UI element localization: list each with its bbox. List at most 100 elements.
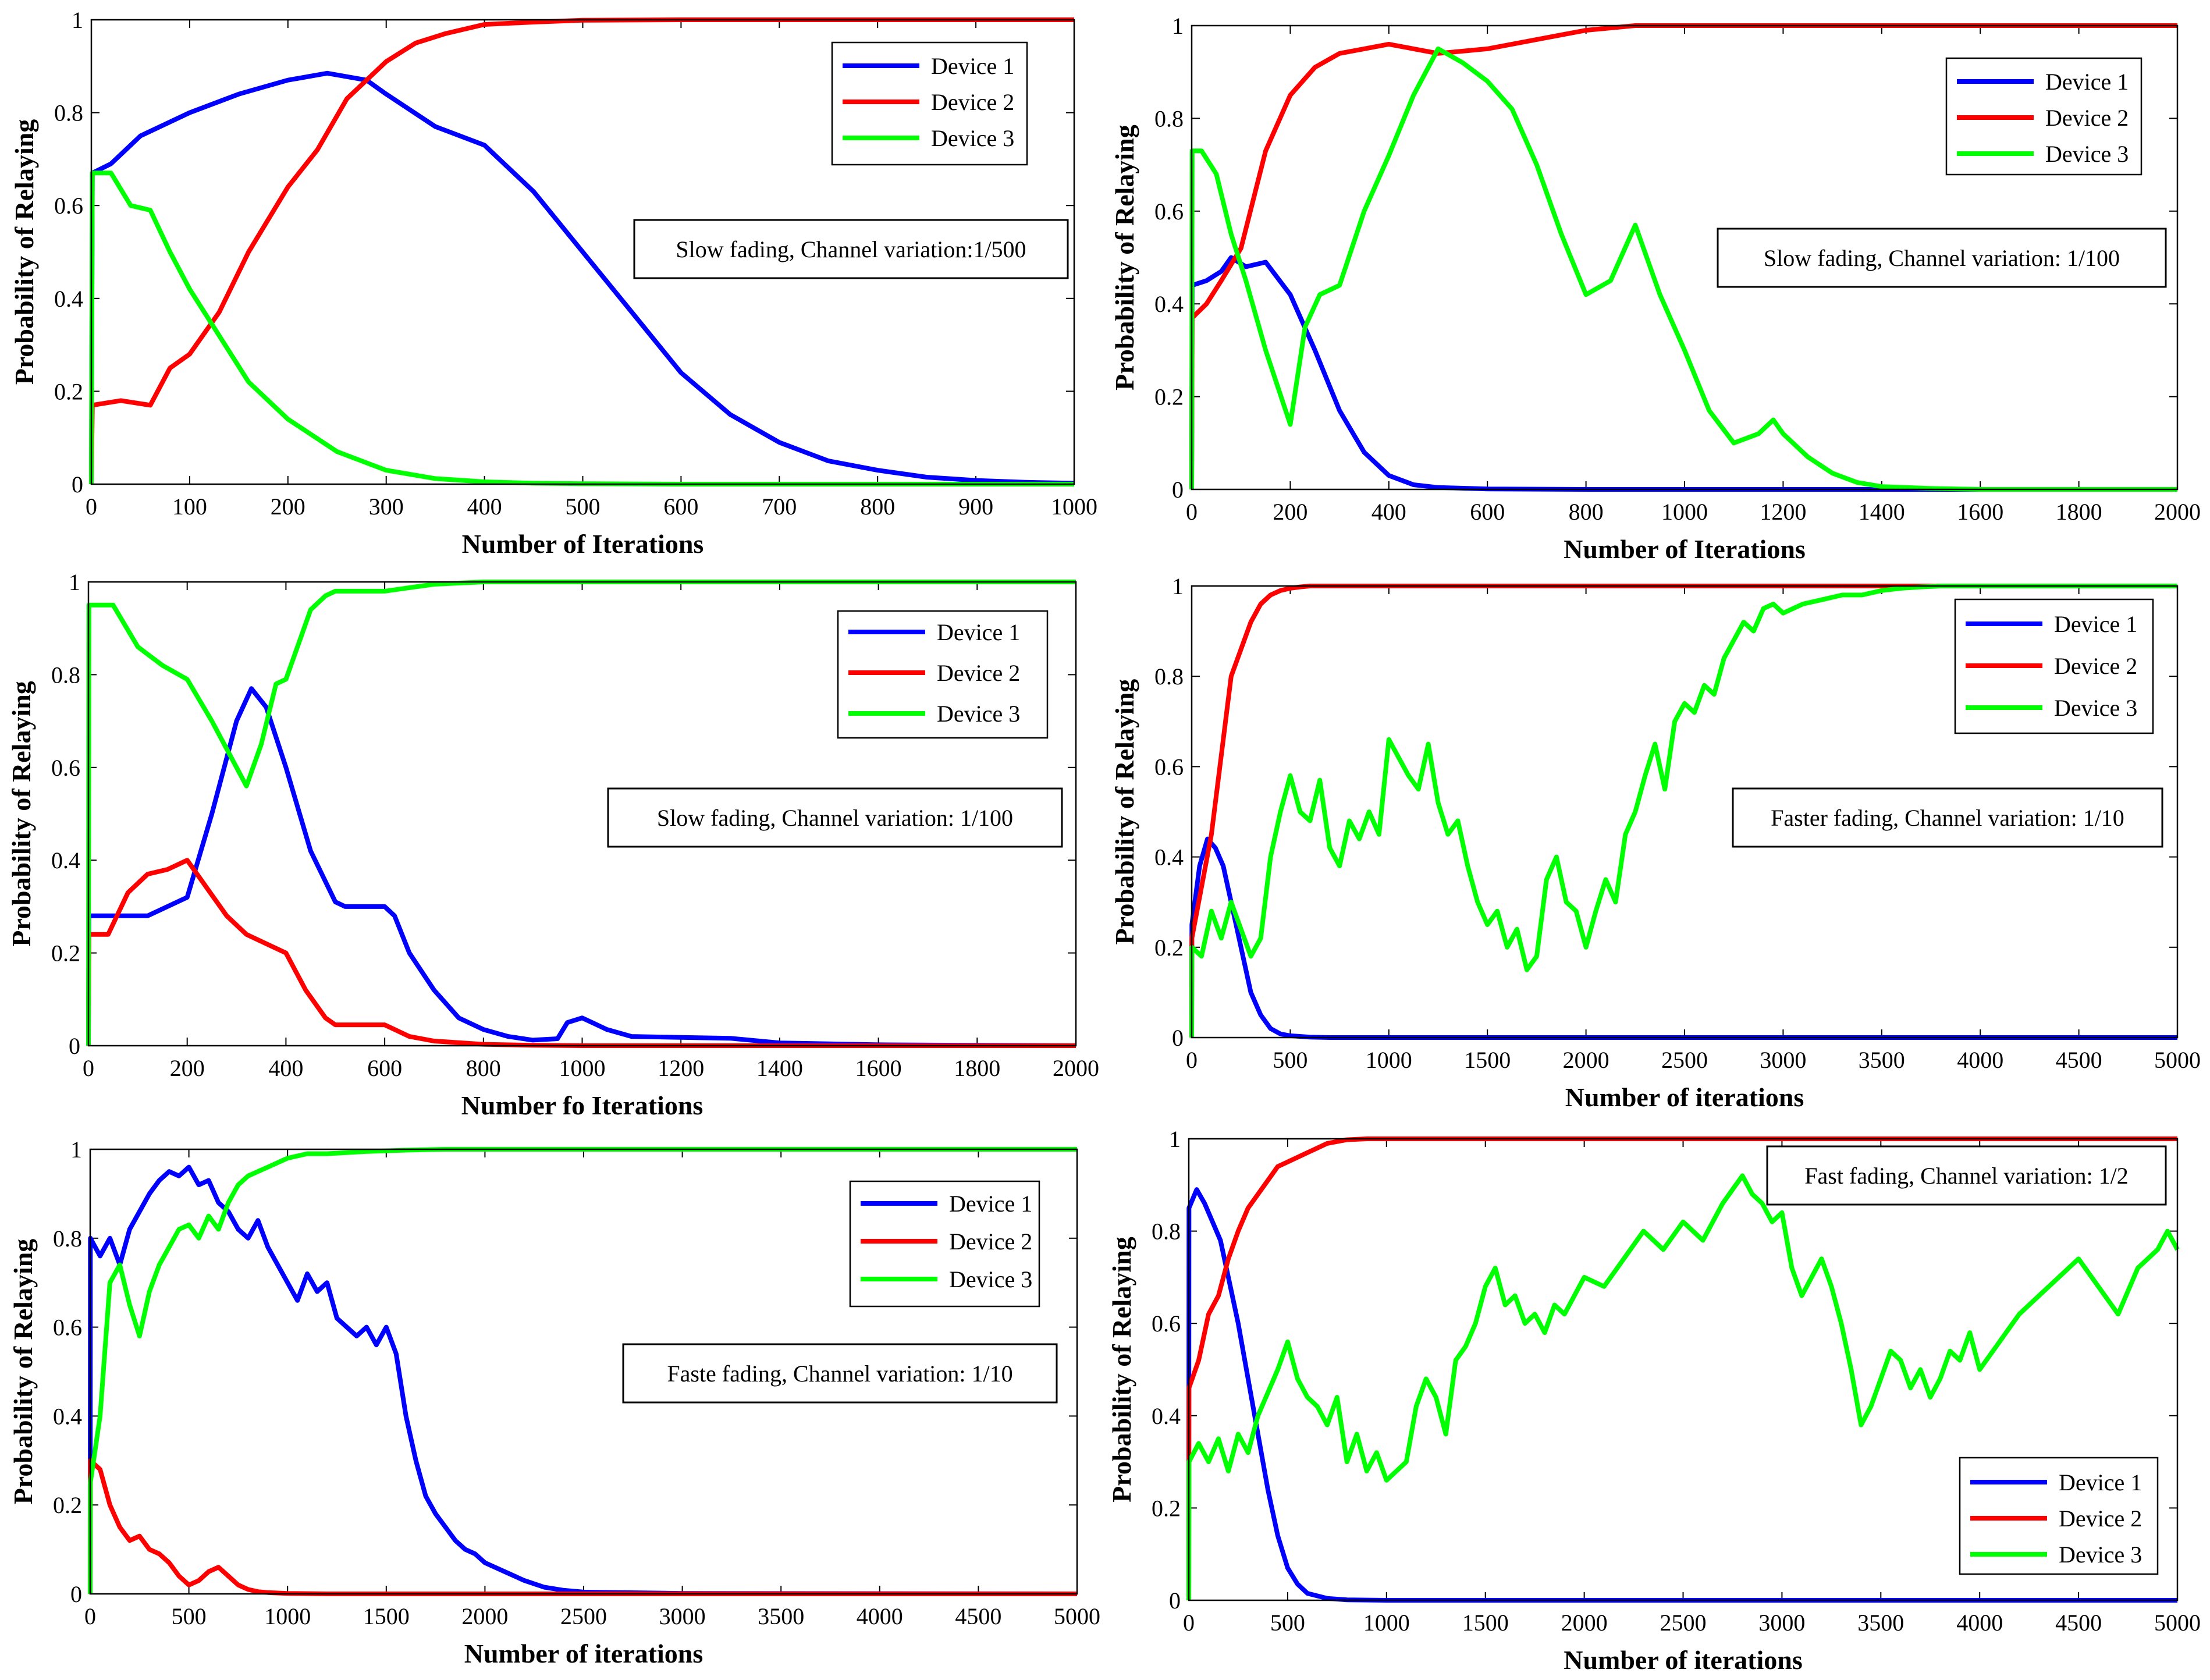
legend-label: Device 2	[2045, 105, 2129, 131]
x-tick-label: 500	[1273, 1047, 1307, 1073]
x-tick-label: 1500	[363, 1603, 410, 1629]
y-tick-label: 0.8	[1154, 663, 1184, 690]
x-tick-label: 1800	[2056, 499, 2102, 525]
y-tick-label: 0	[69, 1033, 80, 1059]
x-tick-label: 0	[1183, 1610, 1195, 1636]
axes-frame	[90, 19, 1075, 485]
x-tick-label: 4000	[1957, 1047, 2003, 1073]
x-tick-label: 400	[268, 1055, 303, 1081]
x-tick-label: 4500	[955, 1603, 1001, 1629]
x-tick-label: 0	[83, 1055, 94, 1081]
y-tick-label: 0.8	[54, 100, 83, 126]
x-axis-label: Number of iterations	[1564, 1645, 1803, 1675]
x-tick-label: 500	[566, 493, 601, 520]
y-tick-label: 0	[1172, 477, 1184, 503]
chart-panel-1: 0 0.2 0.4 0.6 0.8 1 0 100 200 300 400 500 600 700 800 9…	[9, 7, 1097, 559]
x-axis-label: Number of Iterations	[1564, 534, 1806, 564]
x-tick-label: 2000	[1563, 1047, 1609, 1073]
chart-panel-2: 0 0.2 0.4 0.6 0.8 1 0 200 400 600 800 1000 1200 1400 1…	[1110, 13, 2201, 564]
series-line-device-1	[89, 70, 1075, 486]
x-tick-label: 1600	[1957, 499, 2003, 525]
annotation-text: Faste fading, Channel variation: 1/10	[667, 1361, 1012, 1387]
x-tick-label: 1000	[1363, 1610, 1410, 1636]
x-tick-label: 5000	[2154, 1610, 2201, 1636]
x-axis-label: Number of iterations	[464, 1639, 703, 1668]
annotation-box	[622, 1343, 1058, 1404]
x-tick-label: 1600	[855, 1055, 902, 1081]
x-tick-label: 3000	[1758, 1610, 1805, 1636]
annotation-text: Slow fading, Channel variation: 1/100	[657, 805, 1013, 831]
y-tick-label: 0.4	[1154, 291, 1184, 317]
series-line-device-3	[1189, 584, 2177, 1038]
y-axis-label: Probability of Relaying	[1110, 125, 1139, 390]
y-tick-label: 1	[1169, 1126, 1181, 1152]
x-tick-label: 800	[1569, 499, 1604, 525]
x-tick-label: 200	[1273, 499, 1307, 525]
x-tick-label: 1000	[1661, 499, 1708, 525]
x-tick-label: 700	[762, 493, 797, 520]
x-tick-label: 4500	[2055, 1610, 2102, 1636]
annotation-box	[633, 219, 1069, 279]
x-tick-label: 3000	[1760, 1047, 1806, 1073]
y-tick-label: 0	[72, 471, 83, 498]
x-tick-label: 400	[467, 493, 502, 520]
legend-label: Device 2	[2059, 1505, 2142, 1532]
y-axis-label: Probability of Relaying	[6, 681, 36, 947]
x-tick-label: 1500	[1464, 1047, 1511, 1073]
x-tick-label: 400	[1372, 499, 1406, 525]
x-tick-label: 800	[466, 1055, 501, 1081]
annotation-text: Slow fading, Channel variation:1/500	[676, 236, 1026, 262]
y-tick-label: 0.8	[1154, 105, 1184, 132]
x-tick-label: 1000	[264, 1603, 311, 1629]
x-tick-label: 0	[84, 1603, 96, 1629]
x-tick-label: 1200	[658, 1055, 704, 1081]
x-tick-label: 2000	[461, 1603, 508, 1629]
y-tick-label: 1	[72, 7, 83, 33]
x-tick-label: 1200	[1760, 499, 1806, 525]
x-tick-label: 200	[271, 493, 305, 520]
x-tick-label: 2000	[2154, 499, 2201, 525]
y-tick-label: 0.2	[1154, 935, 1184, 961]
x-tick-label: 4000	[1956, 1610, 2003, 1636]
x-tick-label: 3500	[758, 1603, 804, 1629]
legend-label: Device 1	[931, 53, 1014, 79]
x-tick-label: 2500	[560, 1603, 607, 1629]
legend-label: Device 3	[937, 701, 1020, 727]
y-tick-label: 0.4	[53, 1403, 82, 1429]
y-tick-label: 0	[1172, 1025, 1184, 1051]
legend-label: Device 2	[2054, 653, 2137, 679]
legend-label: Device 1	[2054, 611, 2137, 637]
axes-frame	[87, 581, 1077, 1047]
x-tick-label: 500	[1270, 1610, 1305, 1636]
y-axis-label: Probability of Relaying	[9, 119, 39, 385]
y-tick-label: 0.2	[1152, 1495, 1181, 1521]
annotation-text: Faster fading, Channel variation: 1/10	[1771, 805, 2124, 831]
chart-panel-5: 0 0.2 0.4 0.6 0.8 1 0 500 1000 1500 2000 2500 3000 35…	[8, 1136, 1100, 1668]
y-tick-label: 0.6	[51, 755, 80, 781]
y-tick-label: 1	[1172, 573, 1184, 599]
y-tick-label: 0.2	[51, 940, 80, 967]
x-tick-label: 4000	[857, 1603, 903, 1629]
annotation-text: Slow fading, Channel variation: 1/100	[1764, 245, 2120, 271]
x-tick-label: 600	[663, 493, 698, 520]
x-tick-label: 900	[958, 493, 993, 520]
y-axis-label: Probability of Relaying	[8, 1239, 38, 1505]
y-tick-label: 0.8	[1152, 1219, 1181, 1245]
legend-label: Device 2	[937, 660, 1020, 686]
x-tick-label: 4500	[2056, 1047, 2102, 1073]
x-tick-label: 2000	[1053, 1055, 1099, 1081]
chart-panel-3: 0 0.2 0.4 0.6 0.8 1 0 200 400 600 800 1000 1200 1400 1…	[6, 569, 1099, 1120]
legend-label: Device 3	[931, 125, 1014, 151]
y-tick-label: 0.8	[53, 1226, 82, 1252]
x-tick-label: 3000	[659, 1603, 706, 1629]
x-tick-label: 300	[369, 493, 404, 520]
x-tick-label: 100	[172, 493, 207, 520]
x-tick-label: 5000	[2154, 1047, 2201, 1073]
legend-label: Device 3	[2054, 695, 2137, 721]
x-tick-label: 5000	[1054, 1603, 1100, 1629]
y-tick-label: 0.6	[53, 1315, 82, 1341]
x-tick-label: 0	[1186, 499, 1198, 525]
y-tick-label: 0.2	[53, 1492, 82, 1518]
y-tick-label: 0.8	[51, 662, 80, 688]
